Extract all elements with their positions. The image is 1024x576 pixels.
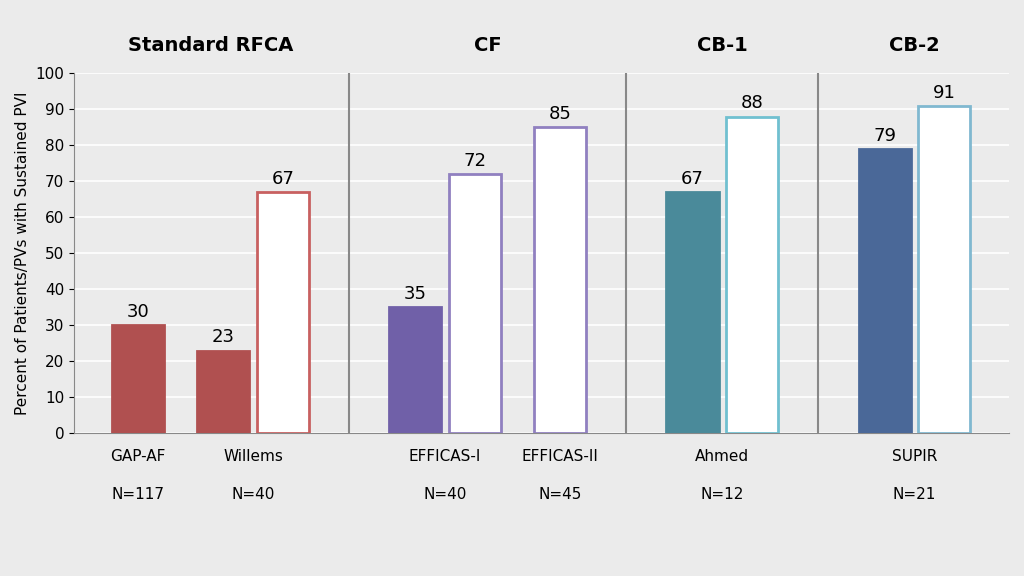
Y-axis label: Percent of Patients/PVs with Sustained PVI: Percent of Patients/PVs with Sustained P… xyxy=(15,92,30,415)
Text: 67: 67 xyxy=(681,170,703,188)
Text: CB-2: CB-2 xyxy=(889,36,940,55)
Text: 79: 79 xyxy=(873,127,896,145)
Text: N=45: N=45 xyxy=(539,487,582,502)
Text: CF: CF xyxy=(474,36,502,55)
Text: 67: 67 xyxy=(271,170,294,188)
Bar xyxy=(858,149,910,433)
Text: 30: 30 xyxy=(127,303,150,321)
Text: 85: 85 xyxy=(549,105,571,123)
Bar xyxy=(257,192,309,433)
Text: N=40: N=40 xyxy=(231,487,274,502)
Text: 35: 35 xyxy=(403,285,427,303)
Bar xyxy=(667,192,719,433)
Text: CB-1: CB-1 xyxy=(697,36,748,55)
Text: N=40: N=40 xyxy=(423,487,467,502)
Text: Standard RFCA: Standard RFCA xyxy=(128,36,293,55)
Text: N=12: N=12 xyxy=(700,487,744,502)
Bar xyxy=(726,117,778,433)
Bar xyxy=(919,106,970,433)
Text: 23: 23 xyxy=(212,328,234,346)
Bar xyxy=(534,127,586,433)
Text: 72: 72 xyxy=(464,152,486,170)
Bar xyxy=(112,325,164,433)
Text: N=21: N=21 xyxy=(893,487,936,502)
Text: 91: 91 xyxy=(933,84,955,101)
Text: N=117: N=117 xyxy=(112,487,165,502)
Bar xyxy=(198,351,249,433)
Bar xyxy=(449,174,501,433)
Bar xyxy=(389,308,441,433)
Text: 88: 88 xyxy=(740,94,764,112)
